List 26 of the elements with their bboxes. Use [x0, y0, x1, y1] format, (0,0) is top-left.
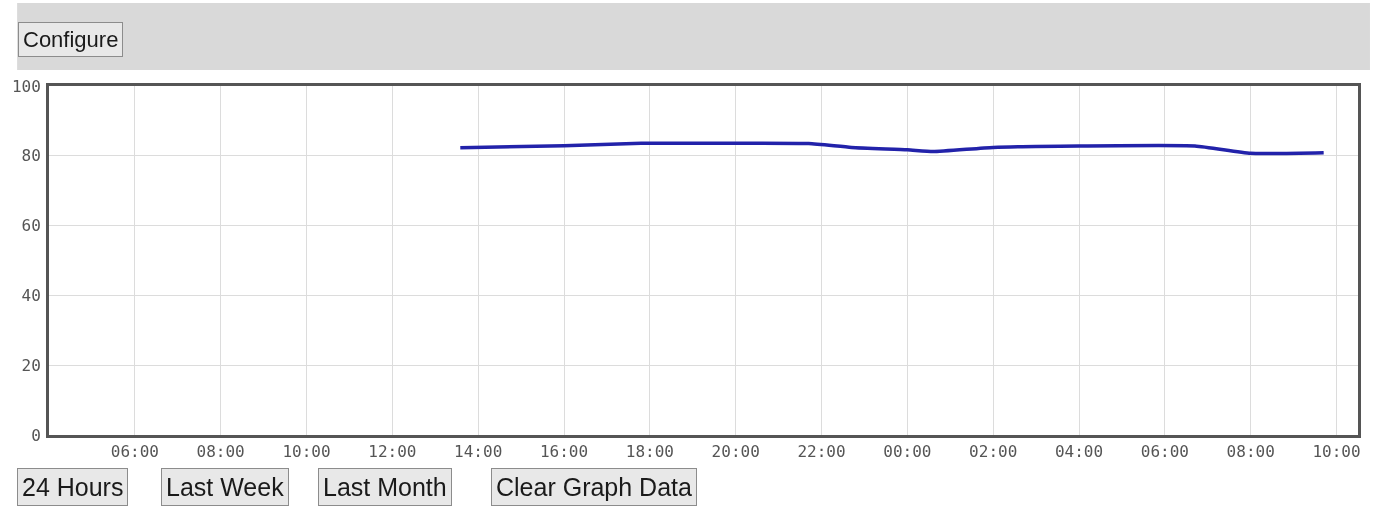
x-tick-label: 08:00	[196, 442, 245, 462]
text: 24 Hours	[22, 473, 124, 501]
x-tick-label: 22:00	[797, 442, 846, 462]
x-tick-label: 06:00	[110, 442, 159, 462]
x-tick-label: 04:00	[1054, 442, 1104, 462]
x-tick-label: 10:00	[282, 442, 331, 462]
y-tick-label: 20	[21, 355, 41, 375]
y-tick-label: 80	[21, 146, 41, 166]
x-tick-label: 08:00	[1226, 442, 1275, 462]
text: Last Week	[166, 473, 285, 501]
text: Configure	[23, 27, 119, 52]
text: Last Month	[323, 473, 447, 501]
x-tick-label: 02:00	[969, 442, 1018, 462]
y-tick-label: 40	[21, 286, 41, 305]
y-tick-label: 60	[21, 216, 41, 236]
x-tick-label: 14:00	[454, 442, 503, 462]
y-tick-label: 100	[11, 76, 41, 96]
x-tick-label: 12:00	[368, 442, 417, 462]
x-tick-label: 20:00	[711, 442, 760, 462]
x-tick-label: 00:00	[883, 442, 932, 462]
x-tick-label: 10:00	[1312, 442, 1361, 462]
text: Clear Graph Data	[496, 473, 693, 501]
x-tick-label: 18:00	[625, 442, 674, 462]
x-tick-label: 06:00	[1140, 442, 1189, 462]
y-tick-label: 0	[31, 425, 41, 445]
x-tick-label: 16:00	[539, 442, 589, 462]
